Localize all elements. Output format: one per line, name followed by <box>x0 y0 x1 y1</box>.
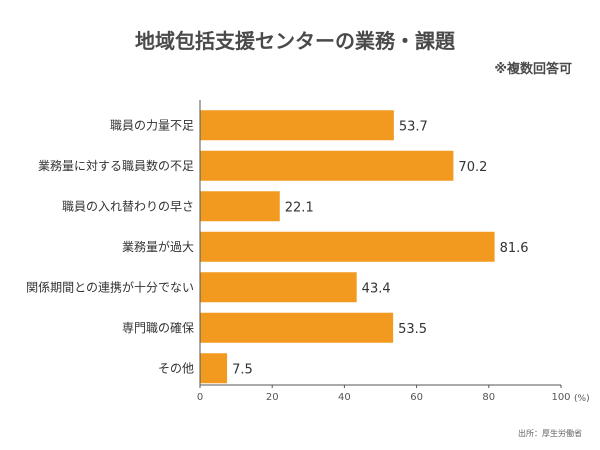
value-label: 81.6 <box>500 241 529 256</box>
bar <box>200 272 357 303</box>
bar <box>200 150 454 181</box>
value-label: 53.7 <box>399 119 428 134</box>
x-tick-label: 100 <box>551 392 570 403</box>
value-label: 43.4 <box>362 281 391 296</box>
value-label: 7.5 <box>232 362 253 377</box>
bar <box>200 312 394 343</box>
category-label: 業務量に対する職員数の不足 <box>38 158 194 173</box>
category-label: 専門職の確保 <box>122 320 194 335</box>
value-label: 70.2 <box>458 160 487 175</box>
category-label: 職員の入れ替わりの早さ <box>62 199 194 213</box>
category-label: 業務量が過大 <box>122 239 194 254</box>
x-tick-label: 80 <box>482 392 495 403</box>
category-label: 関係期間との連携が十分でない <box>26 279 194 294</box>
bar <box>200 110 394 141</box>
source-note: 出所：厚生労働省 <box>518 428 582 438</box>
bar <box>200 191 280 222</box>
chart-title: 地域包括支援センターの業務・課題 <box>135 29 456 53</box>
category-label: その他 <box>158 361 194 375</box>
x-tick-label: 40 <box>338 392 351 403</box>
x-axis: 0 20 40 60 80 100 (%) <box>197 100 590 404</box>
x-tick-label: 60 <box>410 392 423 403</box>
value-label: 53.5 <box>398 322 427 337</box>
value-label: 22.1 <box>285 200 314 215</box>
bar <box>200 231 495 262</box>
bars-layer: 職員の力量不足 53.7 業務量に対する職員数の不足 70.2 職員の入れ替わりの早さ 2… <box>26 110 529 384</box>
x-unit-label: (%) <box>574 394 590 404</box>
category-label: 職員の力量不足 <box>110 118 194 132</box>
x-tick-label: 0 <box>197 392 203 403</box>
chart-subtitle: ※複数回答可 <box>494 61 572 77</box>
bar <box>200 353 228 384</box>
x-tick-label: 20 <box>266 392 279 403</box>
